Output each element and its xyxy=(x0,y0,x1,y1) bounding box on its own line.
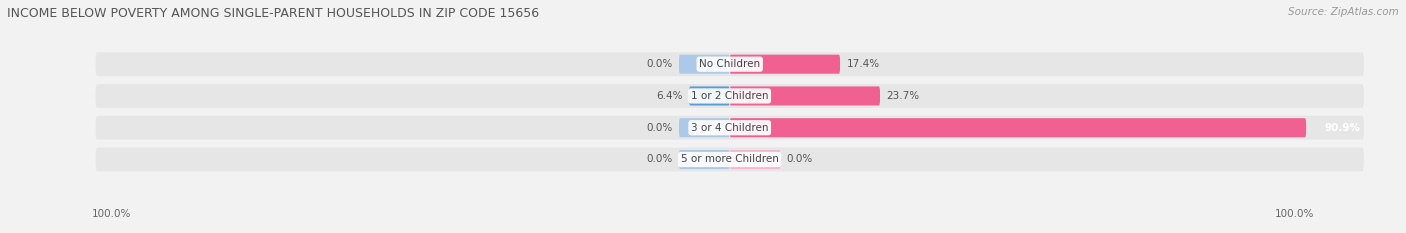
Text: 6.4%: 6.4% xyxy=(657,91,683,101)
Text: 90.9%: 90.9% xyxy=(1324,123,1361,133)
Text: 0.0%: 0.0% xyxy=(787,154,813,164)
Text: Source: ZipAtlas.com: Source: ZipAtlas.com xyxy=(1288,7,1399,17)
FancyBboxPatch shape xyxy=(96,116,1364,140)
FancyBboxPatch shape xyxy=(96,52,1364,76)
Text: 1 or 2 Children: 1 or 2 Children xyxy=(690,91,769,101)
FancyBboxPatch shape xyxy=(730,150,780,169)
FancyBboxPatch shape xyxy=(730,118,1306,137)
Text: 0.0%: 0.0% xyxy=(647,154,672,164)
Text: 100.0%: 100.0% xyxy=(91,209,131,219)
Text: 23.7%: 23.7% xyxy=(886,91,920,101)
Text: 3 or 4 Children: 3 or 4 Children xyxy=(690,123,769,133)
Text: 0.0%: 0.0% xyxy=(647,123,672,133)
Text: No Children: No Children xyxy=(699,59,761,69)
Text: 0.0%: 0.0% xyxy=(647,59,672,69)
Text: 17.4%: 17.4% xyxy=(846,59,880,69)
FancyBboxPatch shape xyxy=(679,150,730,169)
FancyBboxPatch shape xyxy=(730,86,880,106)
FancyBboxPatch shape xyxy=(96,147,1364,171)
FancyBboxPatch shape xyxy=(96,84,1364,108)
Text: 5 or more Children: 5 or more Children xyxy=(681,154,779,164)
Text: INCOME BELOW POVERTY AMONG SINGLE-PARENT HOUSEHOLDS IN ZIP CODE 15656: INCOME BELOW POVERTY AMONG SINGLE-PARENT… xyxy=(7,7,538,20)
Text: 100.0%: 100.0% xyxy=(1275,209,1315,219)
FancyBboxPatch shape xyxy=(689,86,730,106)
FancyBboxPatch shape xyxy=(679,118,730,137)
FancyBboxPatch shape xyxy=(730,55,839,74)
FancyBboxPatch shape xyxy=(679,55,730,74)
